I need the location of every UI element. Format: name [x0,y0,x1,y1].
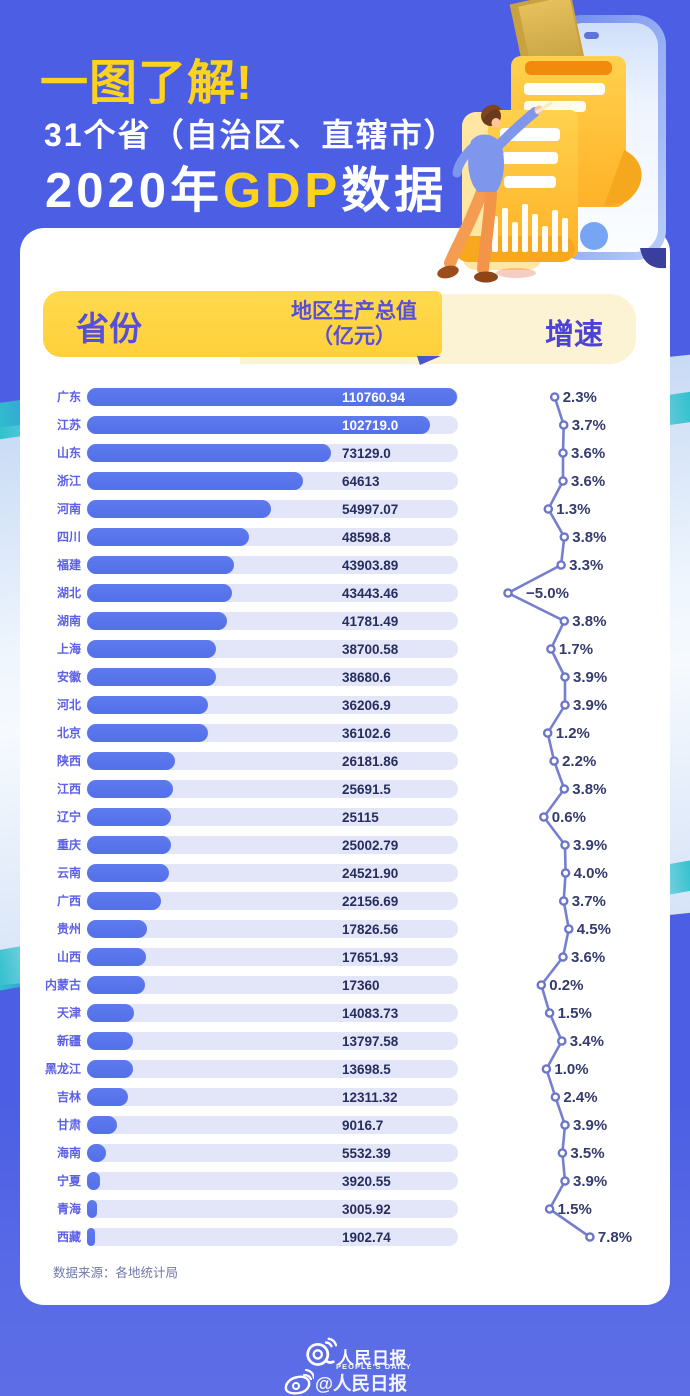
svg-text:4.5%: 4.5% [577,921,611,938]
svg-text:3.9%: 3.9% [573,669,607,686]
svg-text:0.2%: 0.2% [549,977,583,994]
svg-text:3.4%: 3.4% [570,1033,604,1050]
svg-text:7.8%: 7.8% [598,1229,632,1246]
svg-text:3.5%: 3.5% [570,1145,604,1162]
svg-text:3.9%: 3.9% [573,1173,607,1190]
svg-text:3.6%: 3.6% [571,473,605,490]
svg-text:1.0%: 1.0% [554,1061,588,1078]
svg-text:3.9%: 3.9% [573,837,607,854]
svg-text:2.4%: 2.4% [563,1089,597,1106]
svg-text:2.2%: 2.2% [562,753,596,770]
svg-text:3.9%: 3.9% [573,1117,607,1134]
svg-text:3.7%: 3.7% [572,417,606,434]
svg-text:3.9%: 3.9% [573,697,607,714]
svg-text:2.3%: 2.3% [563,389,597,406]
svg-text:3.8%: 3.8% [572,529,606,546]
svg-text:3.6%: 3.6% [571,949,605,966]
svg-text:3.6%: 3.6% [571,445,605,462]
svg-text:0.6%: 0.6% [552,809,586,826]
svg-text:1.2%: 1.2% [556,725,590,742]
svg-text:4.0%: 4.0% [574,865,608,882]
svg-text:3.7%: 3.7% [572,893,606,910]
svg-text:3.8%: 3.8% [572,613,606,630]
svg-text:−5.0%: −5.0% [526,585,569,602]
svg-text:3.8%: 3.8% [572,781,606,798]
svg-text:1.5%: 1.5% [558,1005,592,1022]
svg-text:3.3%: 3.3% [569,557,603,574]
svg-text:1.3%: 1.3% [556,501,590,518]
svg-text:1.5%: 1.5% [558,1201,592,1218]
svg-text:1.7%: 1.7% [559,641,593,658]
